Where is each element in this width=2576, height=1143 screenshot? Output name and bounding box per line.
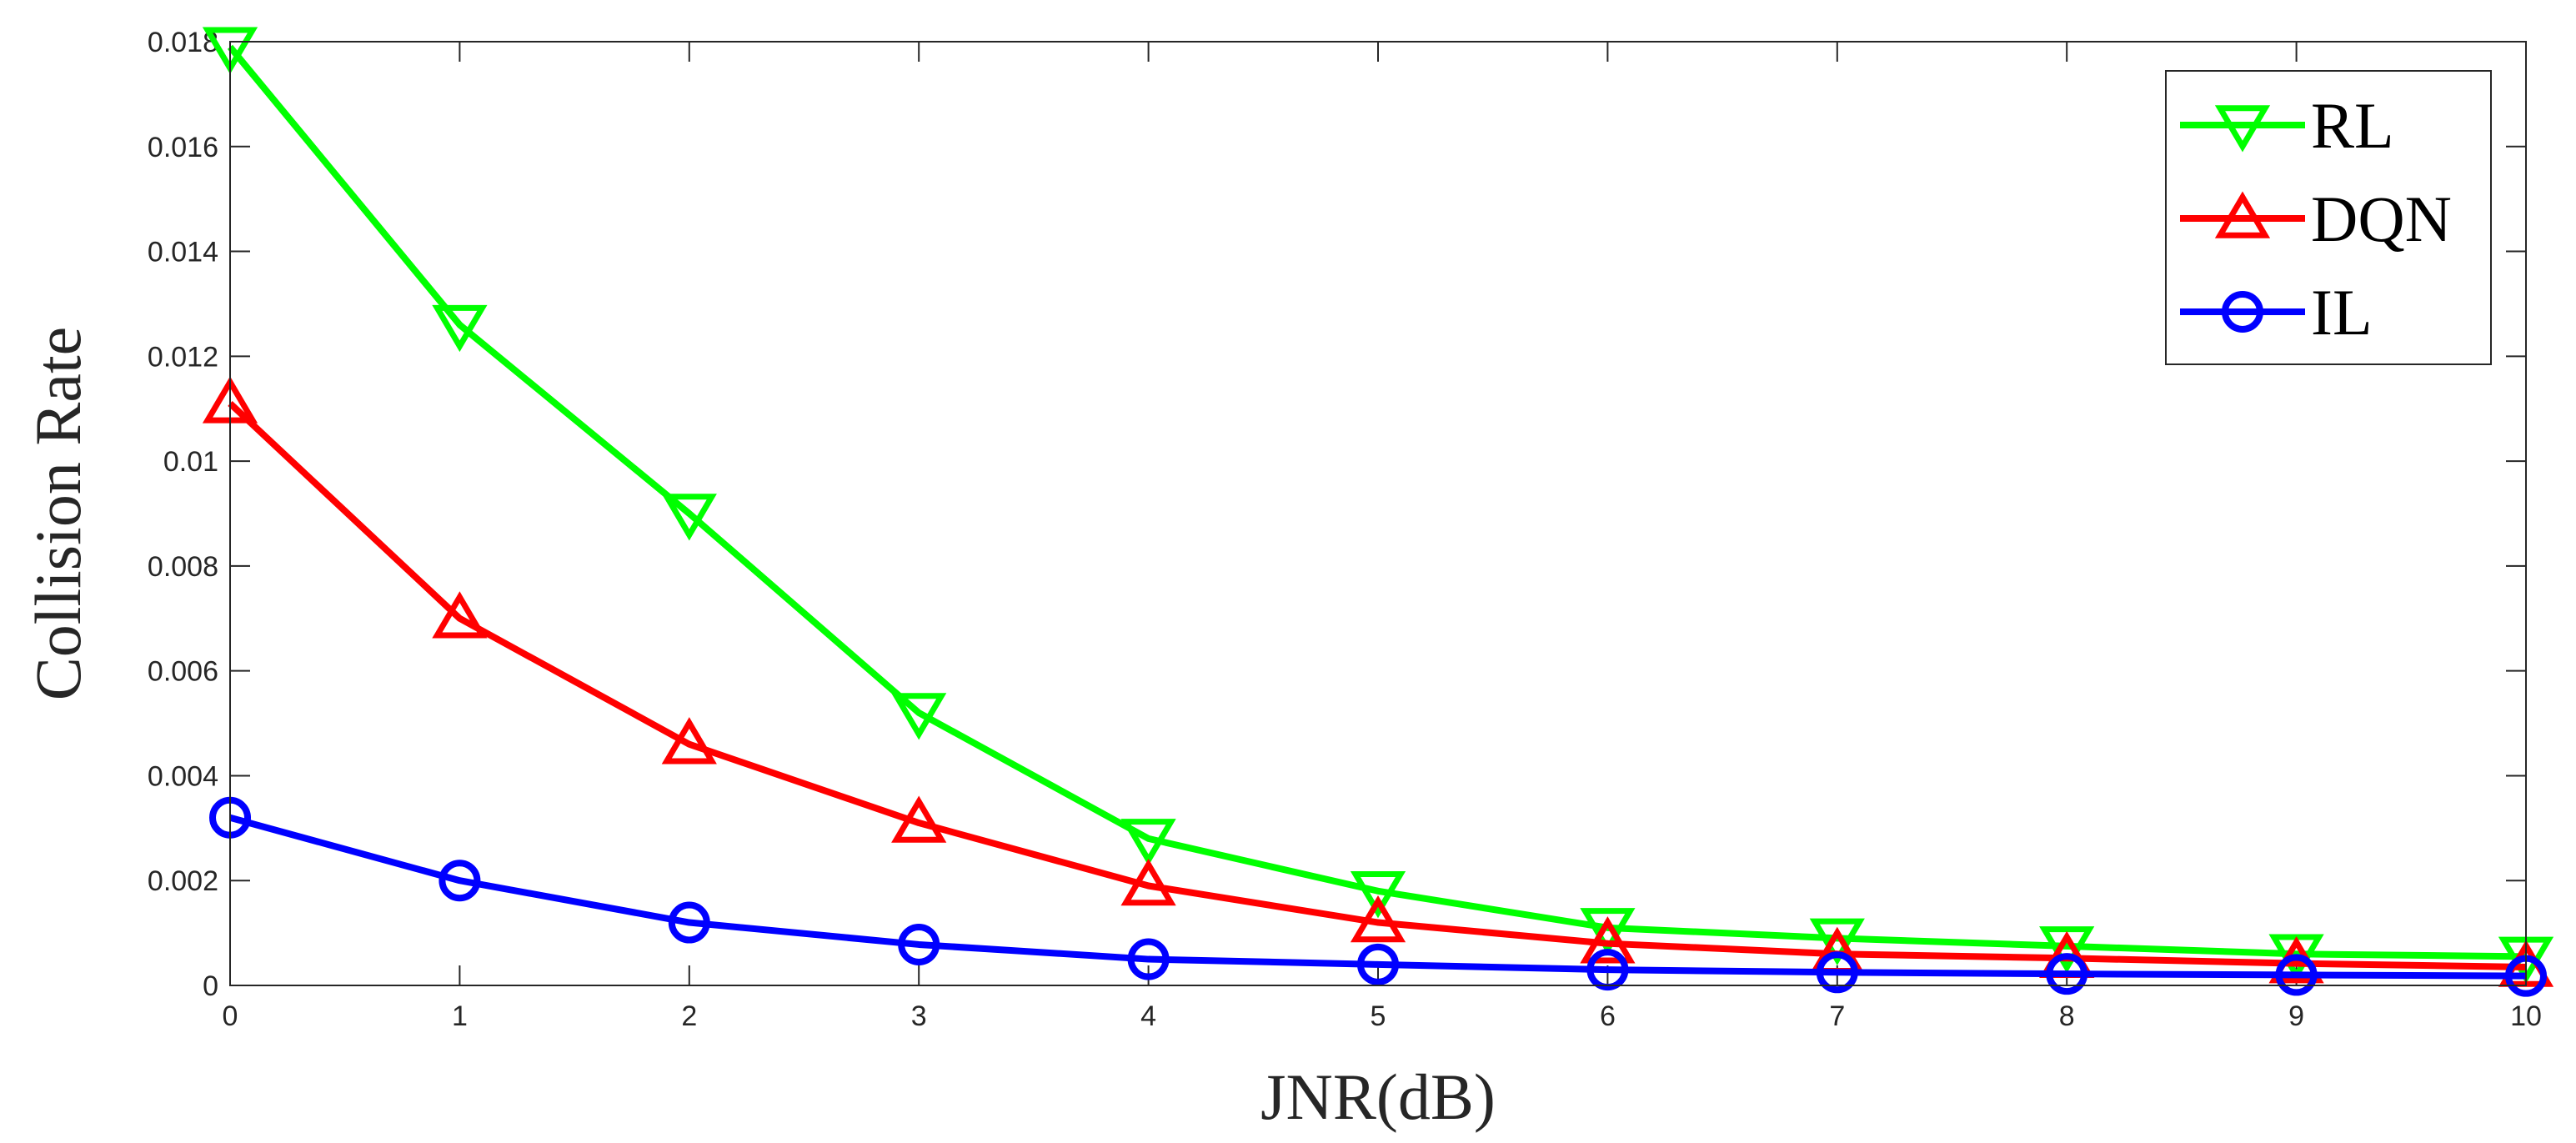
data-point-dqn [1120, 858, 1176, 906]
data-point-il [898, 923, 940, 965]
x-tick-label: 3 [911, 1000, 927, 1032]
data-point-rl [1809, 918, 1865, 965]
x-tick-label: 5 [1371, 1000, 1386, 1032]
legend-marker-il [2222, 291, 2263, 333]
x-axis-title: JNR(dB) [1260, 1060, 1496, 1133]
data-point-rl [202, 27, 258, 74]
data-point-dqn [1350, 895, 1406, 943]
x-tick-label: 9 [2288, 1000, 2304, 1032]
data-point-il [1357, 943, 1399, 985]
data-point-il [1127, 938, 1170, 980]
data-point-rl [891, 693, 947, 740]
y-tick-label: 0.016 [148, 132, 218, 163]
data-point-rl [661, 494, 717, 541]
x-tick-label: 2 [681, 1000, 697, 1032]
legend: RL DQN IL [2165, 70, 2492, 365]
legend-entry-rl: RL [2180, 89, 2394, 162]
series-line-rl [227, 44, 2527, 960]
y-tick-label: 0.01 [163, 446, 218, 478]
legend-marker-dqn [2214, 191, 2271, 238]
x-tick-label: 4 [1140, 1000, 1156, 1032]
legend-entry-il: IL [2180, 276, 2373, 348]
data-point-il [2046, 953, 2088, 995]
legend-label-rl: RL [2311, 89, 2394, 162]
y-tick-label: 0.008 [148, 551, 218, 583]
data-point-il [2275, 954, 2318, 996]
x-tick-label: 8 [2059, 1000, 2075, 1032]
x-tick-label: 7 [1829, 1000, 1845, 1032]
plot-frame [229, 41, 2527, 986]
y-tick-label: 0.014 [148, 237, 218, 268]
data-point-rl [1350, 871, 1406, 919]
y-tick-label: 0.002 [148, 865, 218, 897]
data-point-dqn [661, 717, 717, 765]
data-point-il [1586, 949, 1629, 991]
series-line-il [228, 814, 2527, 980]
x-tick-label: 1 [452, 1000, 468, 1032]
legend-entry-dqn: DQN [2180, 183, 2452, 255]
legend-label-il: IL [2311, 276, 2373, 348]
data-point-dqn [432, 591, 488, 639]
x-tick-label: 6 [1600, 1000, 1616, 1032]
plot-area [230, 42, 2526, 985]
x-tick-label: 10 [2510, 1000, 2542, 1032]
y-tick-label: 0.006 [148, 656, 218, 688]
data-point-rl [1580, 908, 1636, 955]
series-dqn [202, 376, 2554, 987]
legend-label-dqn: DQN [2311, 183, 2452, 255]
data-point-il [439, 860, 481, 902]
x-tick-label: 0 [223, 1000, 238, 1032]
data-point-il [668, 901, 710, 944]
data-point-il [1816, 951, 1858, 994]
data-point-rl [432, 304, 488, 353]
y-tick-label: 0 [203, 970, 218, 1002]
y-tick-label: 0.012 [148, 341, 218, 373]
series-line-dqn [228, 401, 2527, 970]
data-point-dqn [891, 795, 947, 843]
y-tick-label: 0.004 [148, 760, 218, 792]
y-axis: 0 0.002 0.004 0.006 0.008 0.01 0.012 0.014 0.016… [148, 27, 2526, 1002]
legend-marker-rl [2214, 105, 2271, 153]
data-point-rl [1120, 819, 1176, 866]
data-point-rl [2039, 926, 2095, 974]
y-axis-title: Collision Rate [22, 327, 94, 701]
data-point-dqn [1580, 916, 1636, 964]
